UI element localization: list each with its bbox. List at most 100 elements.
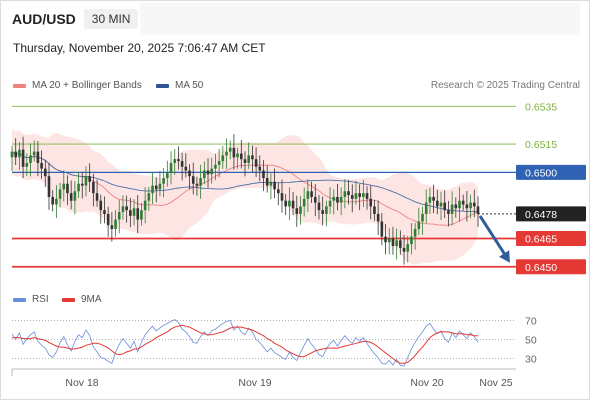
candle-body [36,151,40,163]
candle-body [166,172,169,179]
legend-swatch-9ma [62,297,75,302]
candle-body [417,221,421,230]
candle-body [103,210,106,214]
candle-body [321,210,324,214]
timeframe-badge[interactable]: 30 MIN [83,9,139,29]
candle-body [180,161,184,167]
candle-body [240,153,243,160]
candle-body [258,166,262,171]
candle-body [106,213,110,226]
candle-body [143,200,147,211]
candle-body [177,159,180,162]
candle-body [84,176,88,186]
level-label-0.6515: 0.6515 [525,139,557,151]
candle-body [439,202,443,207]
x-tick-nov-19: Nov 19 [238,377,271,389]
candle-body [136,208,140,220]
candle-body [62,183,66,190]
candle-body [299,206,302,214]
candle-body [399,240,402,248]
projection-arrow-shaft [478,215,509,259]
rsi-tick-70: 70 [525,316,537,328]
rsi-tick-30: 30 [525,354,537,366]
level-tag-0.6450 [516,259,586,275]
candle-body [140,210,143,220]
candle-body [273,181,276,190]
level-label-0.6450: 0.6450 [525,262,557,274]
x-tick-nov-25: Nov 25 [479,377,512,389]
candle-body [132,208,136,216]
candle-body [288,200,291,207]
x-tick-nov-18: Nov 18 [65,377,98,389]
chart-header: AUD/USD 30 MIN [12,9,139,29]
symbol-label: AUD/USD [12,11,76,27]
candle-body [395,240,398,247]
candle-body [436,200,439,207]
level-label-0.6465: 0.6465 [525,233,557,245]
candle-body [454,204,458,209]
candle-body [80,183,84,186]
candle-body [69,193,73,201]
level-tag-0.6465 [516,230,586,246]
rsi-tick-50: 50 [525,335,537,347]
candle-body [336,196,339,203]
candle-body [402,247,406,252]
rsi-series-RSI [11,319,479,367]
candle-body [443,202,447,211]
candle-body [206,170,210,175]
legend-swatch-ma50 [156,83,169,88]
candle-body [265,178,269,186]
candle-body [18,149,21,158]
candle-body [214,164,217,169]
legend-swatch-ma20 [13,83,26,88]
level-label-0.6535: 0.6535 [525,101,557,113]
candle-body [306,191,310,199]
candle-body [317,202,321,211]
candle-body [325,206,328,214]
candle-body [51,196,54,205]
candle-body [66,183,69,194]
candle-body [14,151,17,158]
candle-body [302,198,306,207]
candle-body [406,244,410,252]
candle-body [350,195,354,199]
candle-body [110,225,114,230]
candle-body [55,198,58,205]
candle-body [25,162,29,167]
candle-body [162,178,165,184]
candle-body [413,229,417,237]
candle-body [354,193,358,199]
projection-arrow-head [499,250,510,263]
candle-body [125,206,128,211]
legend-label-ma20: MA 20 + Bollinger Bands [32,80,142,91]
candle-body [151,185,154,194]
candle-body [251,155,254,160]
candle-body [339,196,343,203]
candle-body [121,206,125,213]
candle-body [384,236,387,243]
level-label-0.6478: 0.6478 [525,209,557,221]
candle-body [358,193,361,197]
candle-body [21,149,25,167]
candle-body [380,221,384,237]
candle-body [450,204,454,214]
candle-body [284,200,287,207]
candle-body [154,185,158,190]
candle-body [184,166,188,171]
candle-body [387,238,391,243]
legend-ma20: MA 20 + Bollinger Bands [13,80,142,91]
legend-label-9ma: 9MA [81,294,102,305]
candle-body [369,198,373,207]
candle-body [247,155,250,163]
candle-body [310,191,313,197]
candle-body [147,193,151,201]
candle-body [373,206,376,214]
candle-body [332,196,336,201]
candle-body [195,183,199,186]
candle-body [410,236,413,245]
candle-body [43,168,47,177]
candle-body [432,196,435,201]
credit-text: Research © 2025 Trading Central [430,80,580,91]
candle-body [391,238,395,247]
candle-body [88,176,91,182]
